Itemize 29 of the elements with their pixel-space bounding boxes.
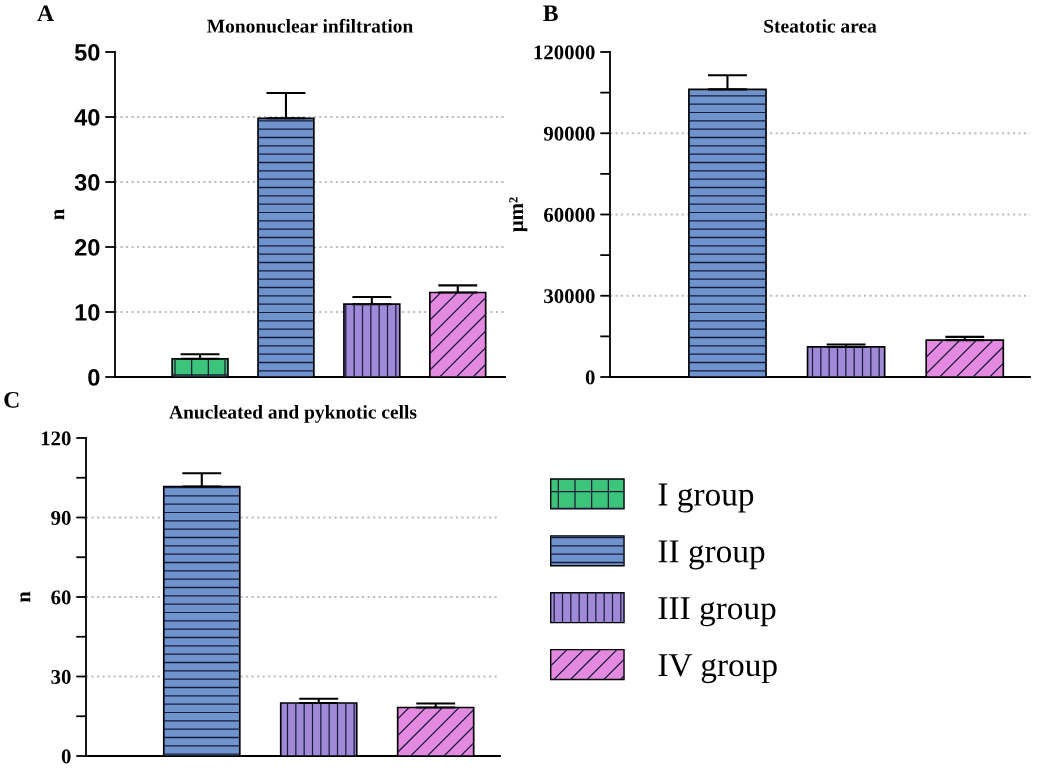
chart-title: Steatotic area bbox=[764, 19, 877, 33]
chart-title: Mononuclear infiltration bbox=[207, 18, 413, 33]
y-tick-label: 90 bbox=[51, 510, 71, 525]
y-tick-label: 120 bbox=[41, 431, 71, 446]
legend-label: II group bbox=[658, 540, 765, 570]
text: A bbox=[37, 5, 54, 21]
y-tick-label: 60 bbox=[51, 590, 71, 605]
text: B bbox=[543, 5, 558, 22]
y-tick-label: 50 bbox=[74, 44, 100, 61]
y-tick-label: 30 bbox=[74, 174, 100, 191]
y-tick-label: 0 bbox=[61, 749, 71, 764]
legend-label: IV group bbox=[658, 654, 777, 684]
y-tick-label: 90000 bbox=[543, 126, 595, 141]
legend-label: III group bbox=[658, 597, 776, 627]
y-tick-label: 0 bbox=[585, 370, 595, 385]
y-axis-title: n bbox=[20, 591, 31, 603]
y-tick-label: 20 bbox=[74, 239, 100, 256]
y-axis-title: μm² bbox=[509, 197, 528, 232]
text: C bbox=[4, 391, 19, 408]
y-tick-label: 60000 bbox=[544, 207, 595, 222]
y-tick-label: 0 bbox=[88, 369, 100, 386]
y-tick-label: 120000 bbox=[534, 45, 595, 60]
chart-title: Anucleated and pyknotic cells bbox=[169, 405, 417, 423]
y-tick-label: 10 bbox=[75, 304, 100, 321]
y-tick-label: 40 bbox=[74, 109, 100, 126]
y-tick-label: 30000 bbox=[544, 289, 595, 304]
legend-label: I group bbox=[658, 483, 754, 513]
y-axis-title: n bbox=[54, 209, 65, 220]
y-tick-label: 30 bbox=[51, 669, 71, 684]
